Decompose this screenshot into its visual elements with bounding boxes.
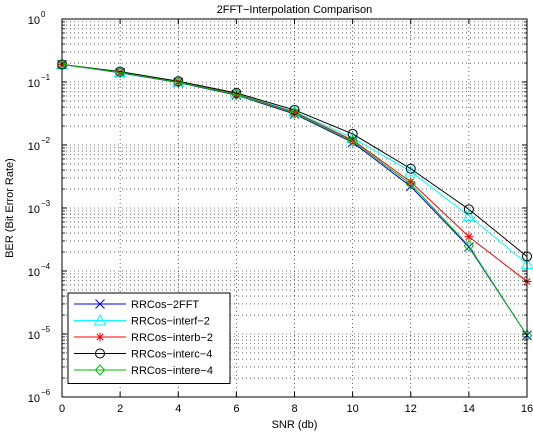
legend-marker xyxy=(95,299,105,309)
y-tick-exponent: 0 xyxy=(41,10,46,19)
chart-title: 2FFT−Interpolation Comparison xyxy=(217,4,373,16)
y-tick-label: 10 xyxy=(28,15,40,27)
y-tick-label: 10 xyxy=(28,267,40,279)
x-tick-label: 12 xyxy=(405,403,417,415)
y-axis-label: BER (Bit Error Rate) xyxy=(4,158,16,258)
data-point xyxy=(290,107,299,117)
x-tick-label: 14 xyxy=(463,403,475,415)
grid xyxy=(62,19,527,397)
data-point xyxy=(347,128,358,139)
data-point xyxy=(405,181,416,192)
series-layer xyxy=(55,57,533,342)
y-tick-label: 10 xyxy=(28,141,40,153)
data-point xyxy=(347,135,358,147)
x-tick-label: 16 xyxy=(521,403,533,415)
legend-label: RRCos−interc−4 xyxy=(131,349,212,361)
data-point xyxy=(463,204,474,215)
data-point xyxy=(405,163,416,174)
legend-item: RRCos−interc−4 xyxy=(74,348,212,361)
x-axis-label: SNR (db) xyxy=(272,419,318,431)
data-point xyxy=(462,209,476,221)
y-tick-label: 10 xyxy=(28,78,40,90)
data-point xyxy=(463,240,475,252)
legend-marker xyxy=(95,348,105,359)
data-point xyxy=(231,88,242,101)
legend-label: RRCos−intere−4 xyxy=(131,365,213,377)
legend-label: RRCos−2FFT xyxy=(131,299,199,311)
y-tick-label: 10 xyxy=(28,393,40,405)
data-point xyxy=(405,178,416,190)
data-point xyxy=(114,66,126,79)
legend: RRCos−2FFT RRCos−interf−2 RRCos−interb−2 RR… xyxy=(67,292,231,384)
legend-item: RRCos−2FFT xyxy=(74,299,199,311)
legend-label: RRCos−interb−2 xyxy=(131,332,213,344)
legend-label: RRCos−interf−2 xyxy=(131,316,210,328)
legend-item: RRCos−interb−2 xyxy=(74,332,213,344)
data-point xyxy=(289,107,300,119)
legend-item: RRCos−interf−2 xyxy=(74,313,210,328)
data-point xyxy=(406,177,416,187)
y-tick-label: 10 xyxy=(28,204,40,216)
data-point xyxy=(289,104,300,115)
x-tick-label: 2 xyxy=(117,403,123,415)
series-line xyxy=(61,63,528,257)
legend-item: RRCos−intere−4 xyxy=(74,364,213,377)
y-tick-exponent: −6 xyxy=(41,388,51,397)
legend-marker xyxy=(94,364,106,376)
y-tick-exponent: −1 xyxy=(41,73,51,82)
x-tick-label: 0 xyxy=(59,403,65,415)
x-tick-label: 4 xyxy=(175,403,181,415)
legend-marker xyxy=(93,313,107,326)
x-tick-label: 10 xyxy=(347,403,359,415)
y-tick-exponent: −2 xyxy=(41,136,51,145)
data-point xyxy=(231,87,242,98)
series-line xyxy=(61,63,528,336)
data-point xyxy=(464,232,474,242)
x-tick-label: 6 xyxy=(233,403,239,415)
legend-marker xyxy=(95,332,105,342)
y-tick-exponent: −4 xyxy=(41,262,51,271)
data-point xyxy=(173,76,184,89)
x-tick-label: 8 xyxy=(291,403,297,415)
y-tick-label: 10 xyxy=(28,330,40,342)
legend-box xyxy=(67,292,231,384)
data-point xyxy=(348,135,358,145)
y-tick-exponent: −5 xyxy=(41,325,51,334)
y-tick-exponent: −3 xyxy=(41,199,51,208)
